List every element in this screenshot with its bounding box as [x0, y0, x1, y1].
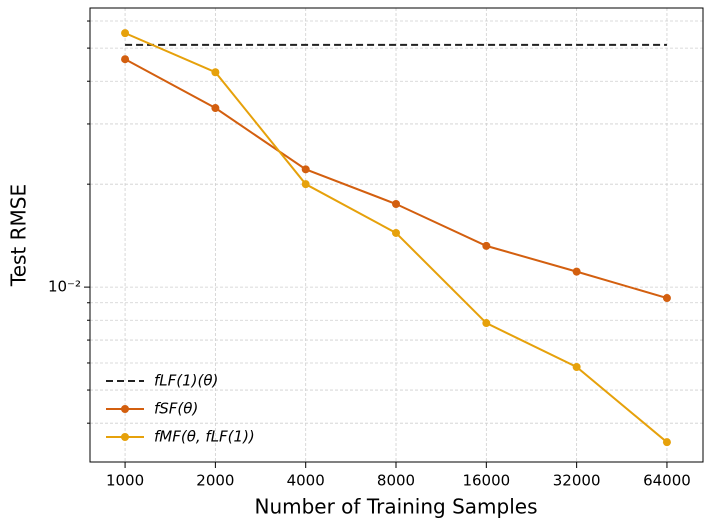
data-point [482, 319, 491, 328]
data-point [392, 200, 401, 209]
legend-marker [121, 433, 129, 441]
x-tick-label: 2000 [196, 472, 234, 490]
x-tick-label: 4000 [287, 472, 325, 490]
data-point [301, 180, 310, 189]
x-tick-label: 64000 [643, 472, 691, 490]
y-axis-label: Test RMSE [7, 184, 31, 287]
y-tick-label: 10⁻² [48, 278, 81, 296]
x-tick-label: 1000 [106, 472, 144, 490]
legend-label: fSF(θ) [154, 400, 198, 418]
data-point [662, 438, 671, 447]
data-point [662, 294, 671, 303]
data-point [572, 362, 581, 371]
data-point [572, 267, 581, 276]
data-point [301, 165, 310, 174]
x-axis-label: Number of Training Samples [254, 495, 537, 519]
x-tick-label: 8000 [377, 472, 415, 490]
legend-label: fLF(1)(θ) [154, 372, 218, 390]
data-point [211, 104, 220, 113]
data-point [392, 228, 401, 237]
data-point [121, 29, 130, 38]
legend-label: fMF(θ, fLF(1)) [154, 428, 255, 446]
legend-marker [121, 405, 129, 413]
x-tick-label: 16000 [462, 472, 510, 490]
plot-frame [89, 7, 704, 463]
data-point [482, 241, 491, 250]
data-point [121, 55, 130, 64]
x-tick-label: 32000 [553, 472, 601, 490]
data-point [211, 68, 220, 77]
